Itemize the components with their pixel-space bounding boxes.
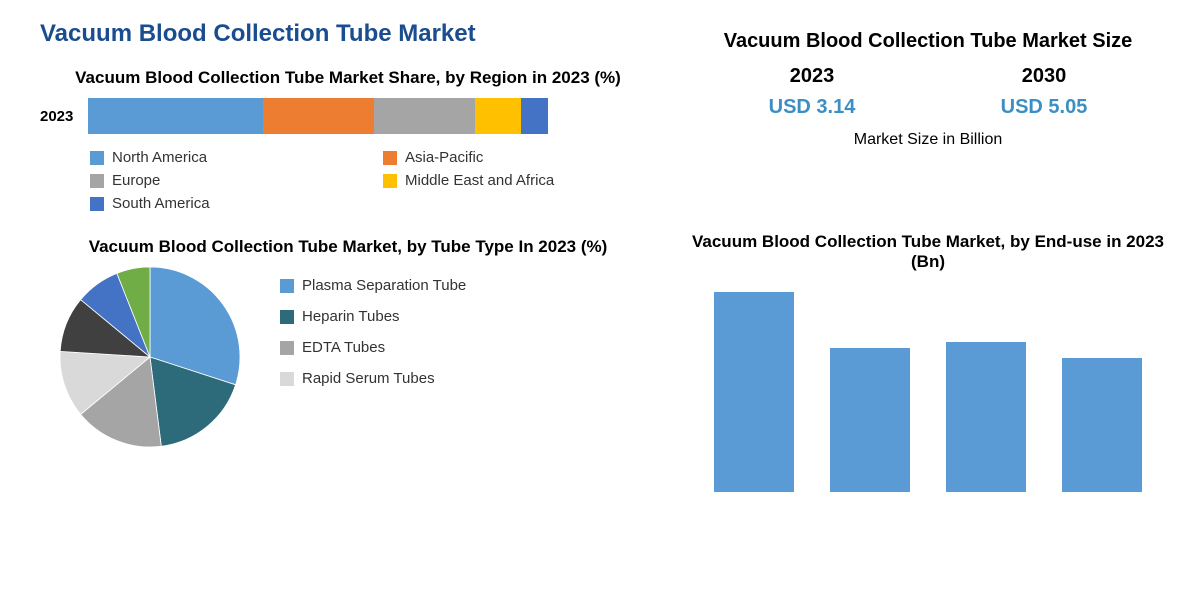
legend-item: EDTA Tubes (280, 339, 466, 356)
region-chart-panel: Vacuum Blood Collection Tube Market Shar… (40, 68, 656, 212)
legend-swatch (280, 310, 294, 324)
legend-item: Middle East and Africa (383, 172, 656, 189)
region-segment (88, 98, 263, 134)
legend-swatch (280, 372, 294, 386)
enduse-chart-panel: Vacuum Blood Collection Tube Market, by … (676, 232, 1180, 492)
legend-label: Europe (112, 172, 160, 189)
legend-label: Asia-Pacific (405, 149, 483, 166)
region-chart-title: Vacuum Blood Collection Tube Market Shar… (40, 68, 656, 88)
region-row-label: 2023 (40, 108, 73, 125)
market-size-year-a: 2023 (790, 65, 835, 88)
legend-item: North America (90, 149, 363, 166)
enduse-bar (946, 342, 1026, 492)
region-stacked-bar-row: 2023 (40, 98, 656, 134)
enduse-bar (1062, 358, 1142, 492)
legend-label: North America (112, 149, 207, 166)
region-segment (475, 98, 521, 134)
market-size-years-row: 2023 2030 (696, 65, 1160, 88)
legend-item: South America (90, 195, 363, 212)
legend-swatch (90, 151, 104, 165)
enduse-bar-area (676, 292, 1180, 492)
region-segment (263, 98, 373, 134)
region-segment (521, 98, 549, 134)
legend-item: Europe (90, 172, 363, 189)
pie-legend: Plasma Separation Tube Heparin Tubes EDTA … (280, 267, 466, 387)
pie-chart-svg (40, 267, 260, 447)
legend-label: EDTA Tubes (302, 339, 385, 356)
legend-swatch (383, 151, 397, 165)
legend-swatch (90, 174, 104, 188)
legend-swatch (280, 279, 294, 293)
legend-item: Asia-Pacific (383, 149, 656, 166)
market-size-values-row: USD 3.14 USD 5.05 (696, 96, 1160, 119)
market-size-panel: Vacuum Blood Collection Tube Market Size… (676, 20, 1180, 212)
legend-item: Plasma Separation Tube (280, 277, 466, 294)
pie-chart-title: Vacuum Blood Collection Tube Market, by … (40, 237, 656, 257)
legend-item: Heparin Tubes (280, 308, 466, 325)
legend-label: Rapid Serum Tubes (302, 370, 435, 387)
pie-chart-panel: Vacuum Blood Collection Tube Market, by … (40, 237, 656, 492)
market-size-year-b: 2030 (1022, 65, 1067, 88)
legend-label: Middle East and Africa (405, 172, 554, 189)
region-segment (374, 98, 475, 134)
legend-swatch (383, 174, 397, 188)
legend-label: South America (112, 195, 210, 212)
legend-label: Heparin Tubes (302, 308, 400, 325)
market-size-title: Vacuum Blood Collection Tube Market Size (696, 30, 1160, 53)
legend-swatch (90, 197, 104, 211)
region-legend: North America Asia-Pacific Europe Middle Ea… (40, 149, 656, 212)
market-size-value-b: USD 5.05 (1001, 96, 1088, 119)
market-size-unit: Market Size in Billion (696, 131, 1160, 149)
legend-label: Plasma Separation Tube (302, 277, 466, 294)
legend-item: Rapid Serum Tubes (280, 370, 466, 387)
region-stacked-bar (88, 98, 548, 134)
enduse-chart-title: Vacuum Blood Collection Tube Market, by … (676, 232, 1180, 272)
enduse-bar (714, 292, 794, 492)
market-size-value-a: USD 3.14 (769, 96, 856, 119)
page-title: Vacuum Blood Collection Tube Market (40, 20, 656, 48)
legend-swatch (280, 341, 294, 355)
enduse-bar (830, 348, 910, 492)
